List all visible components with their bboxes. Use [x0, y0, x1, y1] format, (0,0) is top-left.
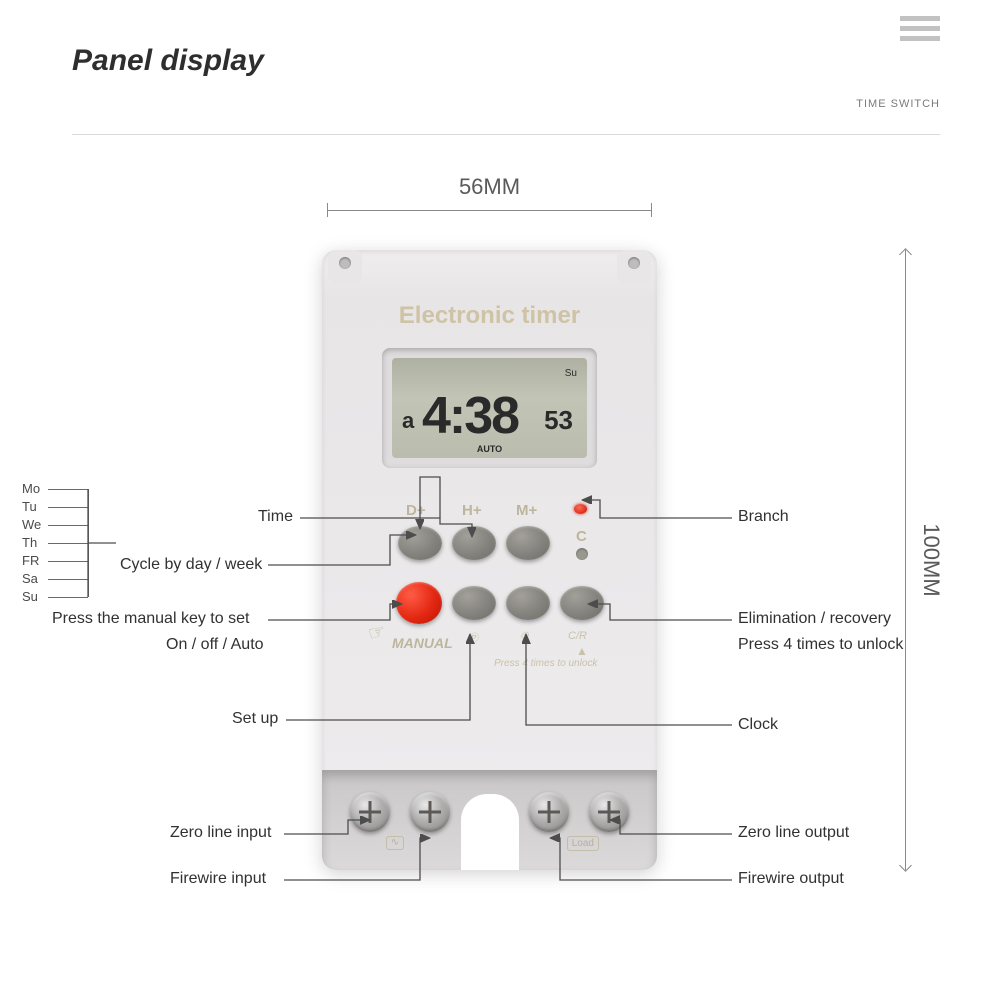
label-p: Ⓟ — [467, 630, 478, 646]
callout-fwi: Firewire input — [170, 870, 266, 888]
header-divider — [72, 134, 940, 135]
m-plus-button[interactable] — [506, 526, 550, 560]
lcd-day: Su — [565, 368, 577, 379]
button-panel: D+ H+ M+ C ☞ MANUAL Ⓟ ⏲ C/R ▲ Press 4 ti… — [322, 490, 657, 720]
c-button[interactable] — [576, 548, 588, 560]
label-manual: MANUAL — [392, 635, 453, 651]
page-subtitle: TIME SWITCH — [856, 98, 940, 110]
callout-elim-1: Elimination / recovery — [738, 610, 891, 628]
mounting-notch — [461, 794, 519, 870]
day-tu: Tu — [22, 499, 37, 514]
label-clock-icon: ⏲ — [520, 630, 529, 643]
callout-branch: Branch — [738, 508, 789, 526]
callout-zli: Zero line input — [170, 824, 271, 842]
h-plus-button[interactable] — [452, 526, 496, 560]
cr-button[interactable] — [560, 586, 604, 620]
label-d-plus: D+ — [406, 502, 426, 519]
screw-1[interactable] — [350, 792, 390, 832]
day-list: Mo Tu We Th FR Sa Su — [22, 480, 41, 606]
day-sa: Sa — [22, 571, 38, 586]
callout-time: Time — [258, 508, 293, 526]
lcd-seconds: 53 — [544, 405, 573, 436]
timer-device: Electronic timer Su a 4:38 53 AUTO D+ H+… — [322, 250, 657, 870]
screw-2[interactable] — [410, 792, 450, 832]
lcd-frame: Su a 4:38 53 AUTO — [382, 348, 597, 468]
status-led — [574, 504, 587, 514]
mounting-tab-left — [328, 250, 362, 284]
mounting-tab-right — [617, 250, 651, 284]
unlock-hint: Press 4 times to unlock — [494, 658, 597, 669]
day-su: Su — [22, 589, 38, 604]
day-mo: Mo — [22, 481, 40, 496]
dimension-height: 100MM — [900, 250, 950, 870]
arrow-up-icon: ▲ — [576, 644, 588, 658]
day-we: We — [22, 517, 41, 532]
p-button[interactable] — [452, 586, 496, 620]
lcd-time: 4:38 — [422, 386, 518, 446]
clock-button[interactable] — [506, 586, 550, 620]
callout-elim-2: Press 4 times to unlock — [738, 636, 903, 654]
page-title: Panel display — [72, 44, 264, 78]
lcd-mode: AUTO — [477, 444, 502, 454]
callout-manual-2: On / off / Auto — [166, 636, 264, 654]
label-h-plus: H+ — [462, 502, 482, 519]
manual-button[interactable] — [396, 582, 442, 624]
label-cr: C/R — [568, 630, 587, 642]
day-th: Th — [22, 535, 37, 550]
callout-clock: Clock — [738, 716, 778, 734]
terminal-load-label: Load — [567, 836, 599, 851]
hand-icon: ☞ — [365, 618, 389, 647]
lcd-a: a — [402, 408, 414, 434]
callout-cycle: Cycle by day / week — [120, 556, 262, 574]
d-plus-button[interactable] — [398, 526, 442, 560]
screw-4[interactable] — [589, 792, 629, 832]
day-fr: FR — [22, 553, 39, 568]
callout-fwo: Firewire output — [738, 870, 844, 888]
label-m-plus: M+ — [516, 502, 537, 519]
terminal-bay: ∿ Load — [322, 770, 657, 870]
label-c: C — [576, 528, 587, 545]
lcd-screen: Su a 4:38 53 AUTO — [392, 358, 587, 458]
screw-3[interactable] — [529, 792, 569, 832]
callout-setup: Set up — [232, 710, 278, 728]
dimension-width-label: 56MM — [322, 174, 657, 200]
hamburger-icon — [900, 16, 940, 41]
callout-zlo: Zero line output — [738, 824, 849, 842]
device-title: Electronic timer — [322, 302, 657, 330]
dimension-height-label: 100MM — [918, 523, 944, 596]
dimension-width: 56MM — [322, 174, 657, 224]
terminal-sine-icon: ∿ — [386, 836, 404, 850]
callout-manual-1: Press the manual key to set — [52, 610, 249, 628]
